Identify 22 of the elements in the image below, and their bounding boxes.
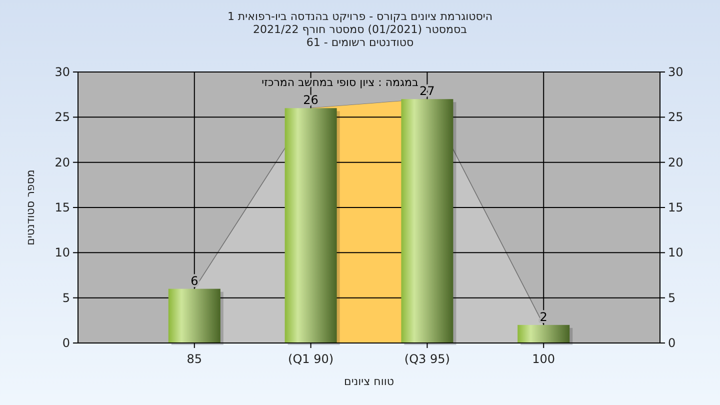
- y-tick-label: 30: [54, 65, 70, 79]
- y-tick-label: 25: [54, 110, 70, 124]
- x-axis-title: טווח ציונים: [344, 375, 394, 388]
- x-tick-label: (Q3 95): [404, 352, 450, 366]
- x-tick-label: 100: [532, 352, 556, 366]
- chart-title: היסטוגרמת ציונים בקורס - פרויקט בהנדסה ביו-רפואית 1: [227, 10, 493, 23]
- y2-tick-label: 15: [668, 200, 684, 214]
- x-tick-label: (Q1 90): [288, 352, 334, 366]
- y-tick-label: 15: [54, 200, 70, 214]
- x-tick-label: 85: [186, 352, 202, 366]
- y-tick-label: 0: [62, 336, 70, 350]
- y2-tick-label: 20: [668, 155, 684, 170]
- y2-tick-label: 25: [668, 110, 684, 124]
- y-tick-label: 20: [54, 155, 70, 170]
- chart-subtitle: בסמסטר (01/2021) סמסטר חורף 2021/22 סטודנטים רשומים - 61: [253, 23, 467, 49]
- y-axis-title: מספר סטודנטים: [24, 170, 37, 246]
- y2-tick-label: 30: [668, 65, 684, 79]
- y-tick-label: 5: [62, 290, 70, 305]
- y-tick-label: 10: [54, 246, 70, 260]
- y2-tick-label: 10: [668, 246, 684, 260]
- y2-tick-label: 0: [668, 336, 676, 350]
- y2-tick-label: 5: [668, 290, 676, 305]
